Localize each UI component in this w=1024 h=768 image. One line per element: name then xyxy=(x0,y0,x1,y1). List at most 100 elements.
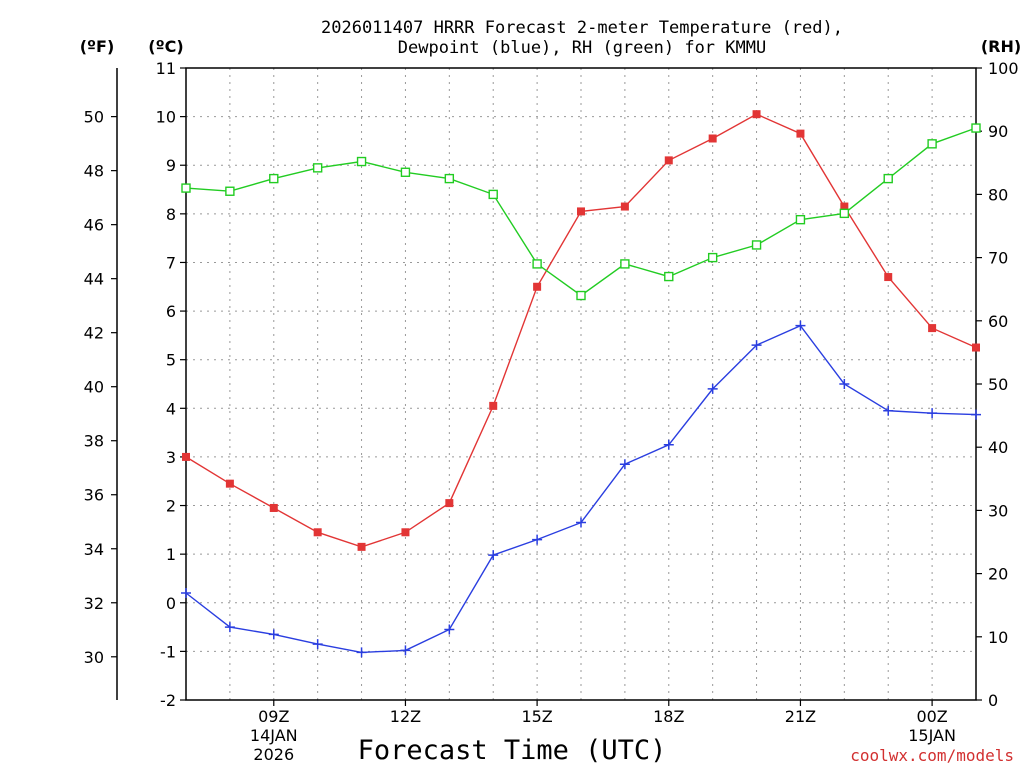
celsius-tick-label: 10 xyxy=(156,108,176,127)
fahrenheit-tick-label: 42 xyxy=(84,324,104,343)
dewpoint-point xyxy=(444,624,455,635)
celsius-tick-label: 4 xyxy=(166,399,176,418)
dewpoint-point xyxy=(795,320,806,331)
rh-point xyxy=(356,156,367,167)
fahrenheit-tick-label: 36 xyxy=(84,486,104,505)
rh-point xyxy=(839,208,850,219)
temperature-point xyxy=(313,528,322,537)
celsius-tick-label: 6 xyxy=(166,302,176,321)
chart-title-line1: 2026011407 HRRR Forecast 2-meter Tempera… xyxy=(321,18,843,38)
temperature-point xyxy=(182,452,190,461)
temperature-point xyxy=(577,207,585,216)
rh-point xyxy=(532,259,542,269)
x-tick-date: 14JAN xyxy=(250,726,298,745)
x-tick-label: 15Z xyxy=(521,707,552,726)
fahrenheit-tick-label: 44 xyxy=(84,270,104,289)
dewpoint-point xyxy=(883,405,894,416)
celsius-tick-label: 9 xyxy=(166,156,176,175)
temperature-point xyxy=(620,202,629,211)
fahrenheit-tick-label: 40 xyxy=(84,378,104,397)
x-tick-label: 09Z xyxy=(258,707,289,726)
x-axis-label: Forecast Time (UTC) xyxy=(358,735,667,766)
celsius-unit-label: (ºC) xyxy=(148,37,183,56)
x-tick-label: 21Z xyxy=(785,707,816,726)
rh-point xyxy=(181,183,191,193)
fahrenheit-tick-label: 50 xyxy=(84,108,104,127)
rh-point xyxy=(269,173,279,184)
dewpoint-point xyxy=(971,409,981,420)
x-tick-label: 00Z xyxy=(916,707,947,726)
temperature-point xyxy=(972,343,980,352)
rh-point xyxy=(488,189,498,200)
x-tick-year: 2026 xyxy=(253,745,294,764)
axis-ticks: -2-1012345678910113032343638404244464850… xyxy=(84,59,1019,764)
fahrenheit-tick-label: 30 xyxy=(84,648,104,667)
rh-tick-label: 50 xyxy=(988,375,1008,394)
x-tick-date: 15JAN xyxy=(908,726,956,745)
temperature-point xyxy=(357,542,366,551)
celsius-tick-label: 7 xyxy=(166,253,176,272)
temperature-point xyxy=(664,156,673,165)
temperature-point xyxy=(489,401,498,410)
rh-point xyxy=(664,271,674,282)
celsius-tick-label: -2 xyxy=(160,691,176,710)
fahrenheit-unit-label: (ºF) xyxy=(80,37,115,56)
fahrenheit-tick-label: 46 xyxy=(84,216,104,235)
rh-point xyxy=(620,259,630,269)
temperature-point xyxy=(884,273,893,282)
fahrenheit-tick-label: 34 xyxy=(84,540,104,559)
rh-tick-label: 90 xyxy=(988,122,1008,141)
temperature-point xyxy=(796,129,805,138)
rh-tick-label: 100 xyxy=(988,59,1019,78)
celsius-tick-label: 2 xyxy=(166,497,176,516)
temperature-point xyxy=(445,499,454,508)
rh-tick-label: 30 xyxy=(988,501,1008,520)
celsius-tick-label: 0 xyxy=(166,594,176,613)
dewpoint-point xyxy=(619,459,630,470)
rh-point xyxy=(971,123,981,133)
temperature-point xyxy=(708,134,717,143)
rh-point xyxy=(795,214,806,225)
chart-title-line2: Dewpoint (blue), RH (green) for KMMU xyxy=(398,38,766,58)
dewpoint-point xyxy=(488,550,499,561)
celsius-tick-label: 11 xyxy=(156,59,176,78)
x-tick-label: 18Z xyxy=(653,707,684,726)
temperature-point xyxy=(752,110,761,119)
celsius-tick-label: -1 xyxy=(160,642,176,661)
rh-tick-label: 0 xyxy=(988,691,998,710)
dewpoint-point xyxy=(532,534,543,545)
celsius-tick-label: 3 xyxy=(166,448,176,467)
dewpoint-point xyxy=(181,588,191,599)
dewpoint-point xyxy=(312,639,323,650)
rh-point xyxy=(883,173,893,184)
temperature-point xyxy=(269,503,278,512)
x-tick-label: 12Z xyxy=(390,707,421,726)
rh-tick-label: 60 xyxy=(988,312,1008,331)
fahrenheit-tick-label: 38 xyxy=(84,432,104,451)
rh-point xyxy=(707,252,718,263)
celsius-tick-label: 1 xyxy=(166,545,176,564)
dewpoint-point xyxy=(400,645,411,656)
rh-point xyxy=(312,163,323,173)
rh-point xyxy=(751,240,762,250)
temperature-point xyxy=(533,282,542,291)
dewpoint-point xyxy=(839,379,850,389)
credit-text: coolwx.com/models xyxy=(850,746,1014,765)
temperature-point xyxy=(225,479,234,488)
rh-tick-label: 70 xyxy=(988,249,1008,268)
rh-point xyxy=(576,290,586,301)
dewpoint-point xyxy=(576,517,586,528)
temperature-point xyxy=(401,528,410,537)
dewpoint-point xyxy=(927,408,938,419)
dewpoint-point xyxy=(663,439,674,450)
rh-point xyxy=(444,173,455,184)
dewpoint-point xyxy=(356,647,367,658)
rh-point xyxy=(225,186,235,196)
celsius-tick-label: 8 xyxy=(166,205,176,224)
rh-point xyxy=(927,139,937,149)
rh-tick-label: 80 xyxy=(988,185,1008,204)
temperature-point xyxy=(928,324,937,333)
rh-tick-label: 10 xyxy=(988,628,1008,647)
dewpoint-point xyxy=(224,622,235,633)
